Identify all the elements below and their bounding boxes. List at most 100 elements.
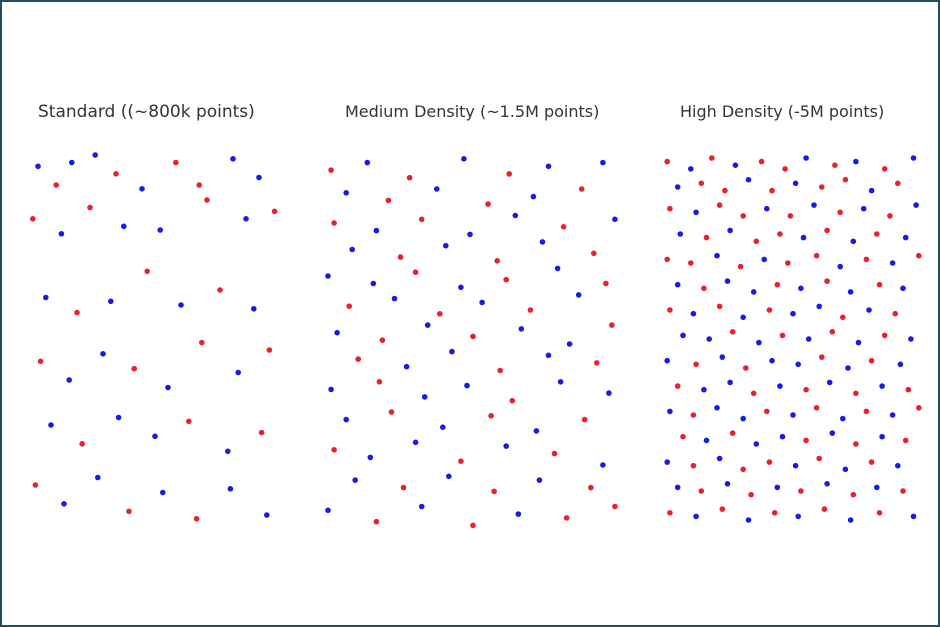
red-point [581,416,588,423]
blue-point [879,433,885,440]
blue-point [58,231,65,237]
blue-point [703,437,710,444]
red-point [199,339,205,346]
blue-point [533,428,540,434]
blue-point [701,386,707,393]
blue-point [740,415,746,422]
blue-point [874,484,880,491]
red-point [126,508,132,515]
red-point [53,182,59,188]
red-point [173,159,179,166]
blue-point [530,193,537,200]
blue-point [764,205,770,212]
red-point [876,281,883,288]
red-point [758,158,765,165]
red-point [397,254,404,260]
blue-point [860,205,867,212]
blue-point [727,227,733,234]
red-point [331,447,337,453]
blue-point [600,462,606,468]
blue-point [515,511,522,517]
blue-point [48,422,54,428]
blue-point [674,281,681,288]
red-point [485,201,491,207]
red-point [690,412,697,418]
blue-point [370,280,377,287]
blue-point [349,246,355,253]
red-point [868,459,875,465]
blue-point [545,352,552,359]
red-point [603,280,609,287]
red-point [819,184,825,190]
red-point [674,383,681,389]
panel-title-high: High Density (-5M points) [680,102,885,121]
blue-point [840,415,846,422]
red-point [346,303,352,309]
blue-point [745,517,752,523]
red-point [853,441,859,447]
red-point [766,459,773,465]
red-point [698,488,705,494]
red-point [729,329,736,335]
red-point [196,182,202,188]
blue-point [714,252,720,259]
red-point [703,234,710,241]
red-point [876,510,883,516]
blue-point [769,357,775,364]
blue-point [256,174,262,181]
blue-point [108,298,114,305]
red-point [874,231,880,237]
blue-point [612,216,618,223]
red-point [750,390,757,397]
blue-point [879,383,885,389]
blue-point [325,273,331,279]
red-point [588,484,594,491]
blue-point [69,159,75,166]
red-point [578,186,585,192]
blue-point [732,162,739,168]
red-point [437,311,443,317]
scatter-panel-high [664,155,922,523]
red-point [667,307,673,313]
red-point [488,413,494,419]
red-point [144,268,150,275]
blue-point [824,481,830,487]
blue-point [745,176,752,183]
blue-point [121,223,127,230]
blue-point [467,231,473,238]
red-point [881,166,888,172]
blue-point [95,474,101,481]
red-point [503,276,509,283]
red-point [881,332,888,339]
red-point [328,167,334,173]
blue-point [557,379,564,385]
blue-point [440,424,446,431]
red-point [798,488,804,494]
red-point [418,216,425,223]
blue-point [458,284,464,291]
blue-point [464,382,470,389]
blue-point [449,348,455,355]
blue-point [756,339,762,346]
blue-point [421,394,428,400]
red-point [787,213,794,219]
red-point [832,162,838,168]
red-point [887,213,893,219]
blue-point [367,454,374,461]
red-point [813,405,820,411]
blue-point [913,202,919,208]
blue-point [674,484,681,491]
blue-point [165,384,171,391]
blue-point [826,379,833,386]
blue-point [693,209,699,216]
red-point [37,358,44,365]
blue-point [792,180,799,187]
blue-point [853,158,859,165]
red-point [74,309,80,316]
blue-point [373,227,380,234]
blue-point [714,405,720,411]
blue-point [227,486,234,492]
red-point [824,227,830,234]
red-point [779,332,786,339]
red-point [803,386,809,393]
